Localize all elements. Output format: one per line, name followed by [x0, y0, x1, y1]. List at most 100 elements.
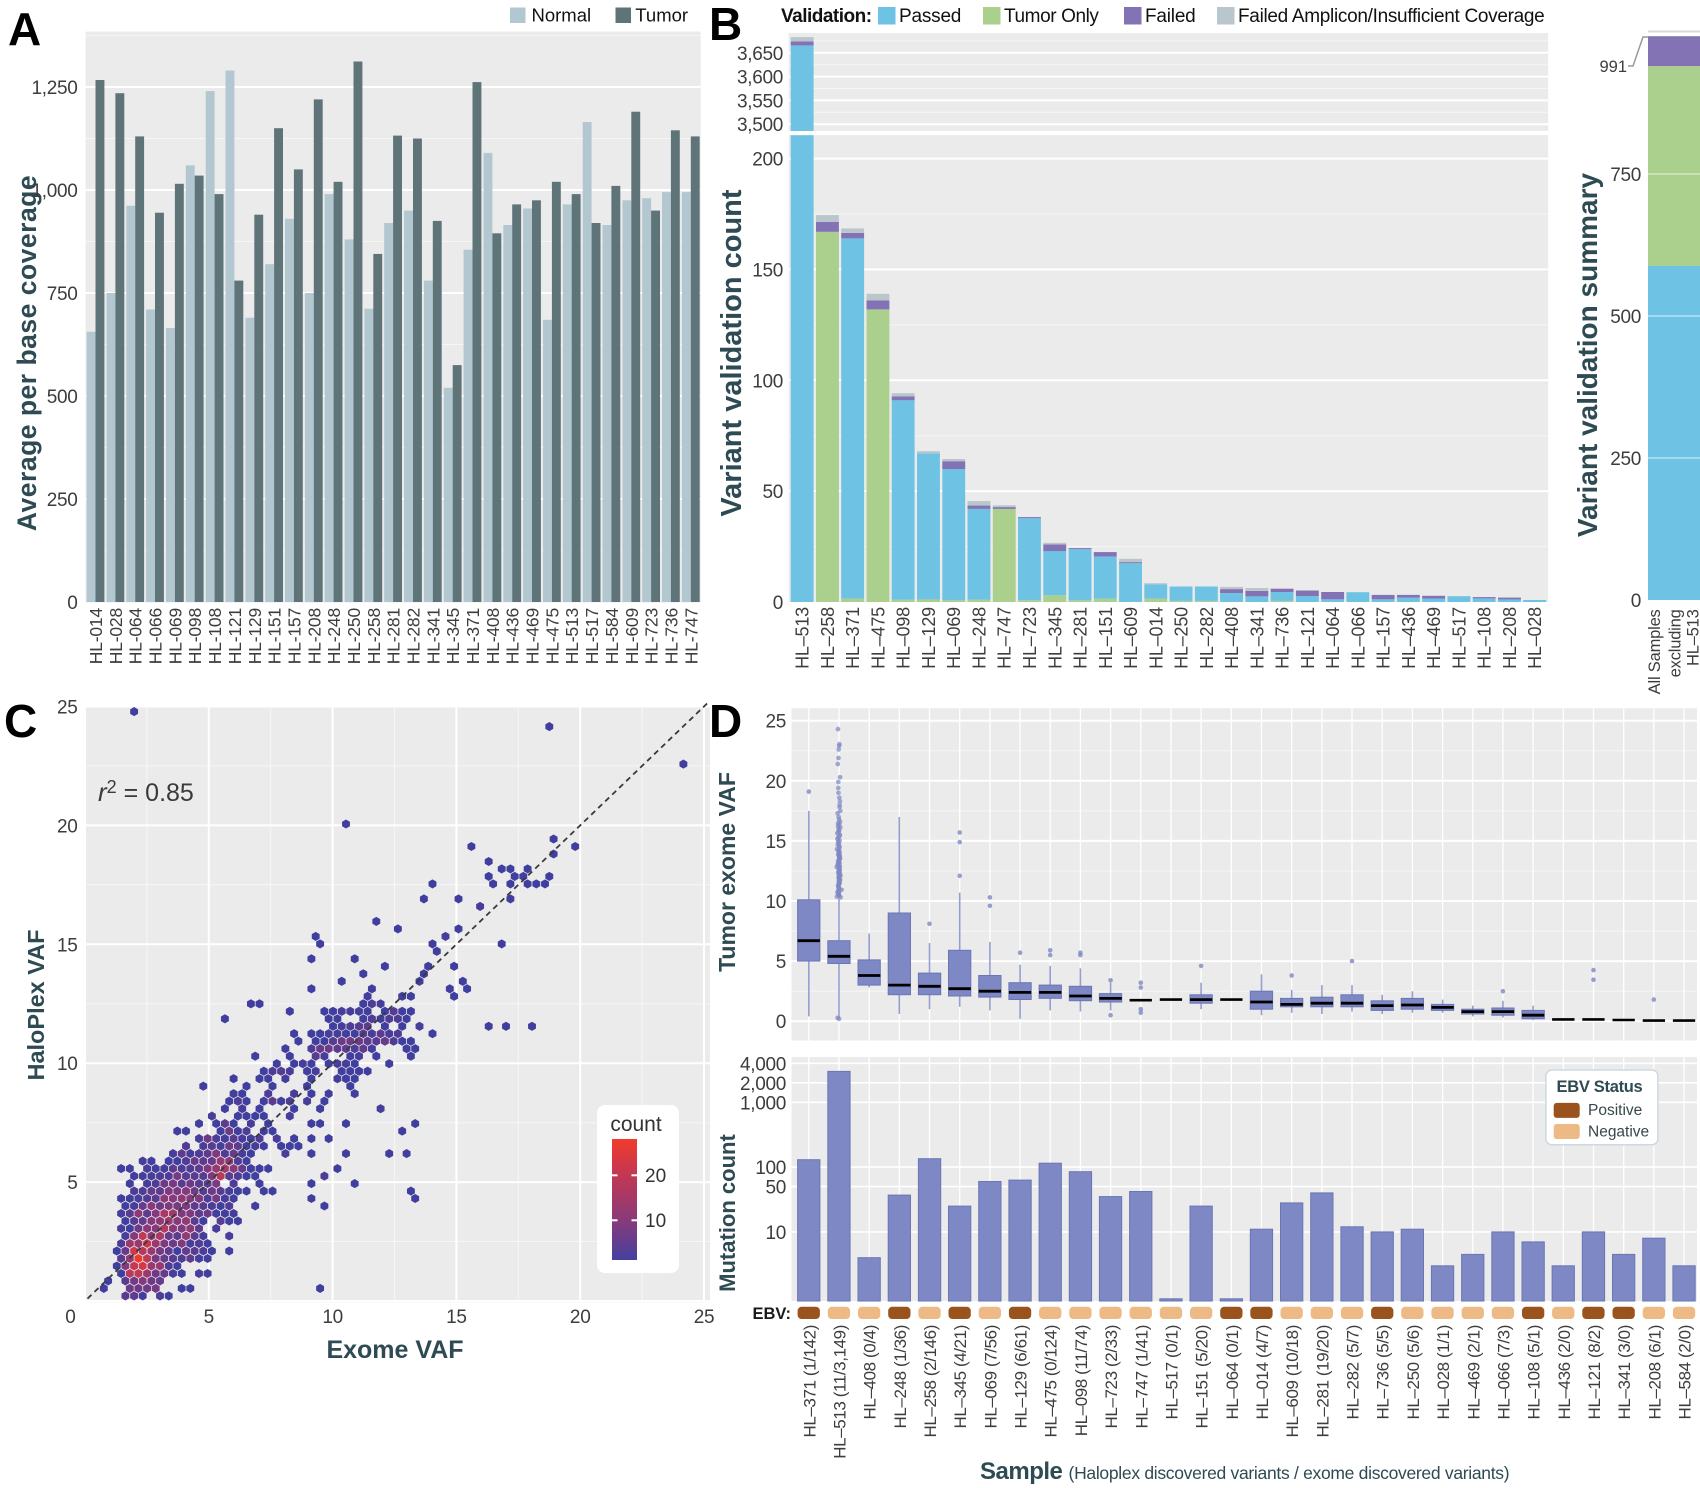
- svg-text:25: 25: [694, 1307, 715, 1328]
- svg-text:15: 15: [765, 832, 786, 853]
- svg-text:HL–281 (19/20): HL–281 (19/20): [1313, 1325, 1332, 1438]
- svg-text:HaloPlex VAF: HaloPlex VAF: [23, 929, 49, 1080]
- svg-text:HL–345 (4/21): HL–345 (4/21): [951, 1325, 970, 1428]
- svg-text:750: 750: [47, 284, 78, 305]
- svg-text:1,000: 1,000: [740, 1093, 786, 1114]
- svg-text:HL–475: HL–475: [868, 607, 888, 669]
- svg-text:HL-469: HL-469: [523, 608, 543, 664]
- svg-text:HL–517: HL–517: [1449, 607, 1469, 669]
- svg-text:HL–736: HL–736: [1273, 607, 1293, 669]
- svg-text:HL-064: HL-064: [126, 608, 146, 665]
- svg-text:Sample (Haloplex discovered va: Sample (Haloplex discovered variants / e…: [980, 1458, 1509, 1485]
- svg-text:HL–014: HL–014: [1146, 607, 1166, 669]
- svg-text:HL–281: HL–281: [1071, 607, 1091, 669]
- svg-text:HL–129 (6/61): HL–129 (6/61): [1012, 1325, 1031, 1428]
- svg-text:EBV:: EBV:: [752, 1305, 791, 1323]
- svg-text:HL-157: HL-157: [284, 608, 304, 664]
- svg-text:HL-108: HL-108: [205, 608, 225, 664]
- svg-text:HL–121: HL–121: [1298, 607, 1318, 669]
- svg-text:HL-609: HL-609: [622, 608, 642, 664]
- svg-text:HL-341: HL-341: [423, 608, 443, 664]
- svg-text:HL–408: HL–408: [1222, 607, 1242, 669]
- svg-text:Tumor: Tumor: [635, 5, 688, 26]
- svg-text:HL–151 (5/20): HL–151 (5/20): [1193, 1325, 1212, 1428]
- svg-text:HL–066 (7/3): HL–066 (7/3): [1494, 1325, 1513, 1419]
- svg-text:r2 = 0.85: r2 = 0.85: [98, 777, 194, 807]
- svg-text:50: 50: [765, 1178, 786, 1199]
- svg-text:Mutation count: Mutation count: [715, 1134, 740, 1292]
- svg-text:HL–069 (7/56): HL–069 (7/56): [981, 1325, 1000, 1428]
- svg-text:HL-014: HL-014: [86, 608, 106, 665]
- svg-text:HL–258: HL–258: [818, 607, 838, 669]
- svg-text:HL–108: HL–108: [1475, 607, 1495, 669]
- svg-text:HL-208: HL-208: [304, 608, 324, 664]
- svg-text:HL–098 (11/74): HL–098 (11/74): [1072, 1325, 1091, 1436]
- svg-text:HL-513: HL-513: [562, 608, 582, 664]
- svg-text:20: 20: [57, 816, 78, 837]
- svg-text:200: 200: [752, 150, 783, 171]
- svg-text:Normal: Normal: [532, 5, 592, 26]
- svg-text:50: 50: [762, 482, 783, 503]
- svg-text:HL–064 (0/1): HL–064 (0/1): [1223, 1325, 1242, 1419]
- svg-text:0: 0: [1631, 591, 1641, 612]
- svg-text:HL–028: HL–028: [1525, 607, 1545, 669]
- svg-text:HL–028 (1/1): HL–028 (1/1): [1434, 1325, 1453, 1419]
- svg-text:HL–250 (5/6): HL–250 (5/6): [1404, 1325, 1423, 1419]
- svg-text:250: 250: [1610, 449, 1641, 470]
- svg-text:10: 10: [322, 1307, 343, 1328]
- svg-text:A: A: [8, 3, 41, 55]
- svg-text:HL-028: HL-028: [106, 608, 126, 664]
- svg-text:HL-121: HL-121: [225, 608, 245, 664]
- svg-text:HL–341 (3/0): HL–341 (3/0): [1615, 1325, 1634, 1419]
- svg-text:Failed Amplicon/Insufficient C: Failed Amplicon/Insufficient Coverage: [1238, 6, 1544, 27]
- svg-text:1,000: 1,000: [31, 181, 77, 202]
- svg-text:HL–108 (5/1): HL–108 (5/1): [1525, 1325, 1544, 1419]
- svg-text:excluding: excluding: [1666, 609, 1684, 677]
- svg-text:HL–121 (8/2): HL–121 (8/2): [1585, 1325, 1604, 1419]
- svg-text:C: C: [4, 695, 37, 747]
- svg-text:500: 500: [1610, 307, 1641, 328]
- svg-text:10: 10: [57, 1054, 78, 1075]
- svg-text:25: 25: [765, 712, 786, 733]
- svg-text:0: 0: [67, 593, 77, 614]
- svg-text:All Samples: All Samples: [1646, 609, 1664, 694]
- svg-text:Tumor exome VAF: Tumor exome VAF: [714, 772, 740, 972]
- svg-text:HL–517 (0/1): HL–517 (0/1): [1163, 1325, 1182, 1419]
- svg-text:HL–129: HL–129: [919, 607, 939, 669]
- svg-text:Positive: Positive: [1588, 1102, 1642, 1119]
- svg-text:HL–341: HL–341: [1247, 607, 1267, 669]
- svg-text:Passed: Passed: [899, 6, 961, 27]
- svg-text:250: 250: [47, 490, 78, 511]
- svg-text:HL–248: HL–248: [970, 607, 990, 669]
- svg-text:5: 5: [204, 1307, 214, 1328]
- svg-text:Tumor Only: Tumor Only: [1004, 6, 1099, 27]
- svg-text:15: 15: [446, 1307, 467, 1328]
- svg-text:HL-371: HL-371: [463, 608, 483, 664]
- svg-text:HL–469 (2/1): HL–469 (2/1): [1464, 1325, 1483, 1419]
- svg-text:HL-250: HL-250: [344, 608, 364, 665]
- svg-text:10: 10: [645, 1211, 666, 1232]
- svg-text:100: 100: [755, 1158, 786, 1179]
- svg-text:HL–723 (2/33): HL–723 (2/33): [1102, 1325, 1121, 1428]
- svg-text:HL–208: HL–208: [1500, 607, 1520, 669]
- svg-text:HL–747 (1/41): HL–747 (1/41): [1132, 1325, 1151, 1428]
- svg-text:HL–098: HL–098: [894, 607, 914, 669]
- svg-text:Failed: Failed: [1145, 6, 1196, 27]
- svg-text:20: 20: [645, 1166, 666, 1187]
- svg-text:5: 5: [67, 1173, 77, 1194]
- svg-text:Exome VAF: Exome VAF: [326, 1336, 463, 1364]
- svg-text:HL-098: HL-098: [185, 608, 205, 664]
- svg-text:HL-258: HL-258: [364, 608, 384, 664]
- svg-text:EBV Status: EBV Status: [1557, 1078, 1643, 1096]
- svg-text:D: D: [709, 695, 742, 747]
- svg-text:HL-129: HL-129: [245, 608, 265, 664]
- svg-text:Variant validation count: Variant validation count: [716, 189, 748, 516]
- svg-text:HL–513: HL–513: [793, 607, 813, 669]
- svg-text:HL–248 (1/36): HL–248 (1/36): [891, 1325, 910, 1428]
- svg-text:15: 15: [57, 935, 78, 956]
- svg-text:HL–475 (0/124): HL–475 (0/124): [1042, 1325, 1061, 1438]
- svg-text:Variant validation summary: Variant validation summary: [1572, 173, 1603, 538]
- svg-text:HL–282 (5/7): HL–282 (5/7): [1344, 1325, 1363, 1419]
- svg-text:HL-584: HL-584: [602, 608, 622, 665]
- svg-text:Negative: Negative: [1588, 1124, 1649, 1141]
